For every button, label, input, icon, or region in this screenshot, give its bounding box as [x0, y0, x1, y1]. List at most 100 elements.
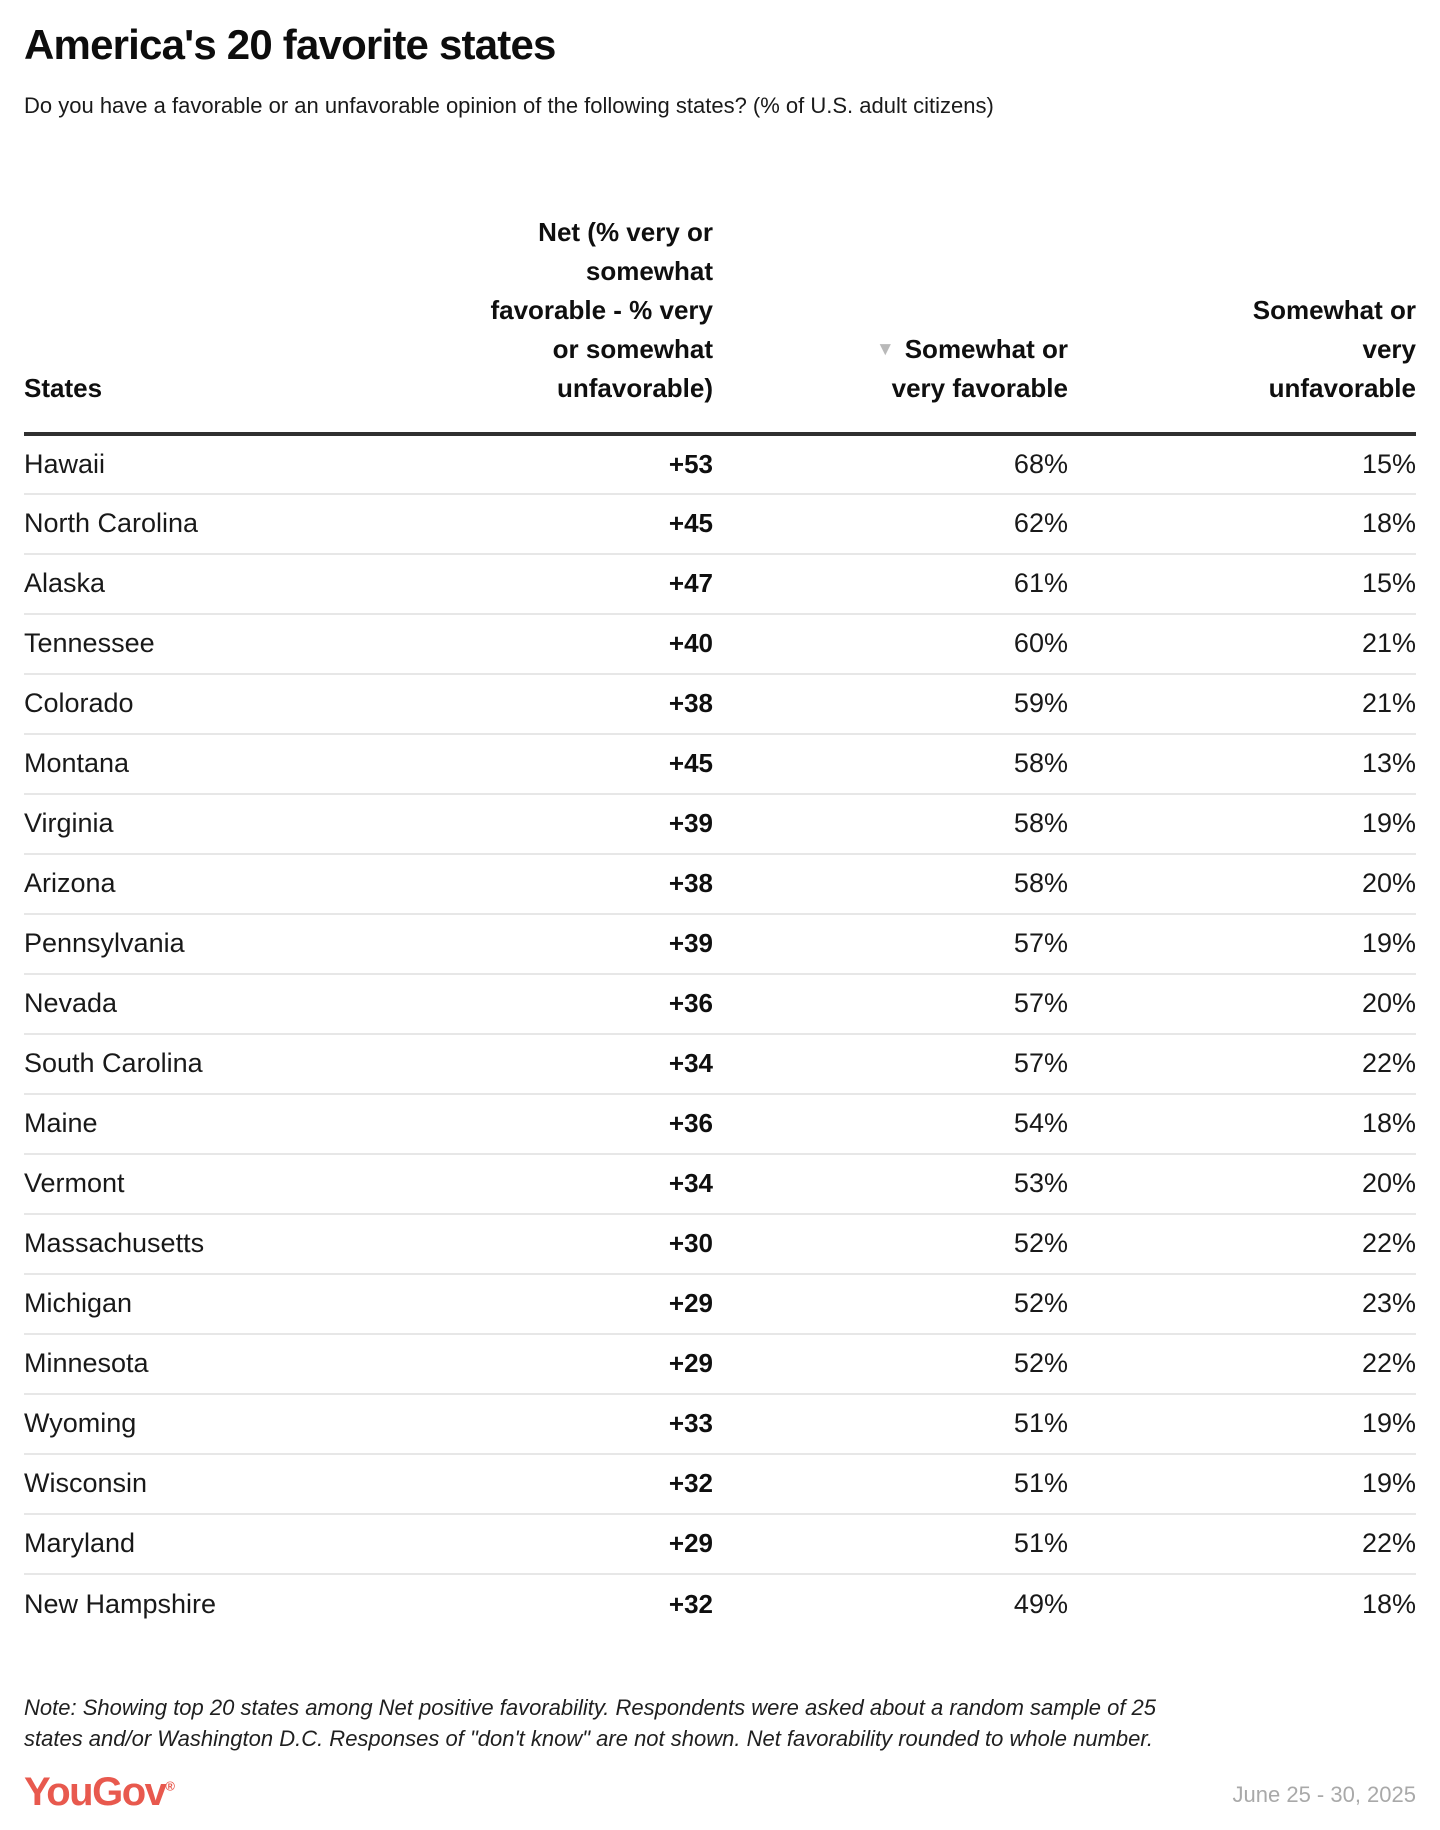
favorable-percent: 57%	[713, 913, 1068, 975]
unfavorable-percent: 22%	[1067, 1213, 1416, 1275]
unfavorable-percent: 19%	[1067, 793, 1416, 855]
net-favorability-value: +40	[302, 613, 714, 675]
state-name: Maine	[24, 1093, 303, 1155]
net-favorability-value: +36	[302, 973, 714, 1035]
state-name: Tennessee	[24, 613, 303, 675]
column-header-unfavorable: Somewhat or very unfavorable	[1067, 212, 1416, 436]
table-row: Tennessee +40 60% 21%	[24, 613, 1416, 675]
favorable-percent: 51%	[713, 1513, 1068, 1575]
net-favorability-value: +32	[302, 1453, 714, 1515]
table-row: Hawaii +53 68% 15%	[24, 433, 1416, 495]
net-favorability-value: +34	[302, 1033, 714, 1095]
net-favorability-value: +39	[302, 793, 714, 855]
state-name: Colorado	[24, 673, 303, 735]
net-favorability-value: +29	[302, 1273, 714, 1335]
favorability-table: States Net (% very or somewhat favorable…	[24, 212, 1416, 1634]
footer: YouGov® June 25 - 30, 2025	[24, 1770, 1416, 1814]
fieldwork-date-range: June 25 - 30, 2025	[1232, 1782, 1416, 1808]
net-favorability-value: +39	[302, 913, 714, 975]
column-header-states: States	[24, 212, 303, 436]
favorable-percent: 62%	[713, 493, 1068, 555]
table-row: Pennsylvania +39 57% 19%	[24, 913, 1416, 975]
table-row: South Carolina +34 57% 22%	[24, 1033, 1416, 1095]
sort-descending-icon: ▼	[875, 338, 895, 360]
net-favorability-value: +36	[302, 1093, 714, 1155]
table-row: Virginia +39 58% 19%	[24, 793, 1416, 855]
favorable-percent: 61%	[713, 553, 1068, 615]
net-favorability-value: +29	[302, 1333, 714, 1395]
table-row: Wisconsin +32 51% 19%	[24, 1453, 1416, 1515]
state-name: North Carolina	[24, 493, 303, 555]
column-header-favorable-label: Somewhat or very favorable	[891, 333, 1068, 403]
state-name: Wyoming	[24, 1393, 303, 1455]
unfavorable-percent: 18%	[1361, 1588, 1416, 1619]
favorable-percent: 52%	[713, 1333, 1068, 1395]
unfavorable-percent: 21%	[1067, 673, 1416, 735]
state-name: Virginia	[24, 793, 303, 855]
favorable-percent: 58%	[713, 793, 1068, 855]
unfavorable-percent: 19%	[1067, 913, 1416, 975]
column-header-favorable[interactable]: ▼ Somewhat or very favorable	[713, 212, 1068, 436]
state-name: Michigan	[24, 1273, 303, 1335]
unfavorable-percent: 20%	[1067, 973, 1416, 1035]
methodology-note: Note: Showing top 20 states among Net po…	[24, 1694, 1157, 1752]
page-title: America's 20 favorite states	[24, 21, 556, 68]
table-row: North Carolina +45 62% 18%	[24, 493, 1416, 555]
state-name: Arizona	[24, 853, 303, 915]
favorable-percent: 52%	[713, 1273, 1068, 1335]
net-favorability-value: +47	[302, 553, 714, 615]
table-row: Nevada +36 57% 20%	[24, 973, 1416, 1035]
state-name: Minnesota	[24, 1333, 303, 1395]
net-favorability-value: +30	[302, 1213, 714, 1275]
favorable-percent: 59%	[713, 673, 1068, 735]
favorable-percent: 51%	[713, 1393, 1068, 1455]
unfavorable-percent: 22%	[1067, 1333, 1416, 1395]
unfavorable-percent: 22%	[1067, 1513, 1416, 1575]
favorable-percent: 52%	[713, 1213, 1068, 1275]
state-name: Wisconsin	[24, 1453, 303, 1515]
net-favorability-value: +34	[302, 1153, 714, 1215]
table-row: Vermont +34 53% 20%	[24, 1153, 1416, 1215]
state-name: Maryland	[24, 1513, 303, 1575]
favorable-percent: 57%	[713, 973, 1068, 1035]
table-row: Arizona +38 58% 20%	[24, 853, 1416, 915]
favorable-percent: 58%	[713, 733, 1068, 795]
favorable-percent: 54%	[713, 1093, 1068, 1155]
table-row: Maryland +29 51% 22%	[24, 1513, 1416, 1575]
poll-question-subtitle: Do you have a favorable or an unfavorabl…	[24, 93, 994, 119]
table-row: New Hampshire +32 49% 18%	[24, 1574, 1416, 1634]
table-row: Minnesota +29 52% 22%	[24, 1333, 1416, 1395]
table-row: Massachusetts +30 52% 22%	[24, 1213, 1416, 1275]
state-name: Hawaii	[24, 433, 303, 495]
net-favorability-value: +38	[302, 673, 714, 735]
net-favorability-value: +29	[302, 1513, 714, 1575]
net-favorability-value: +38	[302, 853, 714, 915]
unfavorable-percent: 20%	[1067, 853, 1416, 915]
favorable-percent: 57%	[713, 1033, 1068, 1095]
table-row: Wyoming +33 51% 19%	[24, 1393, 1416, 1455]
yougov-logo-text: YouGov	[24, 1770, 167, 1815]
unfavorable-percent: 19%	[1067, 1453, 1416, 1515]
unfavorable-percent: 13%	[1067, 733, 1416, 795]
state-name: Massachusetts	[24, 1213, 303, 1275]
net-favorability-value: +33	[302, 1393, 714, 1455]
table-header-row: States Net (% very or somewhat favorable…	[24, 212, 1416, 436]
favorable-percent: 51%	[713, 1453, 1068, 1515]
table-body: Hawaii +53 68% 15% North Carolina +45 62% 18% Al…	[24, 433, 1416, 1634]
yougov-logo: YouGov®	[24, 1770, 175, 1814]
unfavorable-percent: 20%	[1067, 1153, 1416, 1215]
state-name: Alaska	[24, 553, 303, 615]
state-name: Nevada	[24, 973, 303, 1035]
state-name: Montana	[24, 733, 303, 795]
favorable-percent: 49%	[1013, 1588, 1068, 1619]
unfavorable-percent: 15%	[1067, 553, 1416, 615]
table-row: Maine +36 54% 18%	[24, 1093, 1416, 1155]
column-header-net-favorability: Net (% very or somewhat favorable - % ve…	[302, 212, 714, 436]
unfavorable-percent: 23%	[1067, 1273, 1416, 1335]
favorable-percent: 68%	[713, 433, 1068, 495]
table-row: Colorado +38 59% 21%	[24, 673, 1416, 735]
unfavorable-percent: 15%	[1067, 433, 1416, 495]
state-name: Vermont	[24, 1153, 303, 1215]
state-name: New Hampshire	[24, 1588, 217, 1619]
